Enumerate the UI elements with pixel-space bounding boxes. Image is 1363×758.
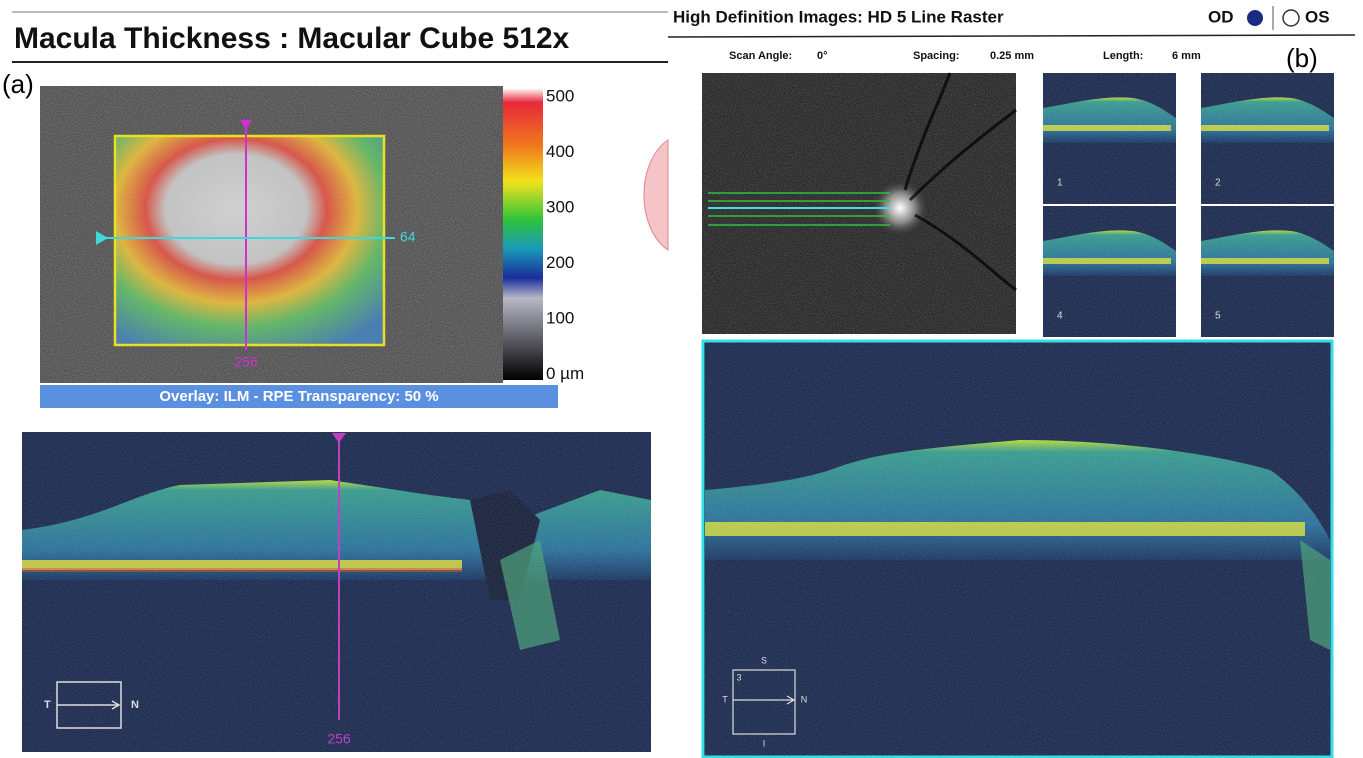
thumbnail-noise: [1043, 206, 1176, 337]
scale-label: 400: [546, 142, 574, 161]
marker-label: 256: [327, 731, 351, 747]
thumbnail-label: 2: [1215, 178, 1221, 189]
scan-line-label: 64: [400, 229, 416, 245]
overlay-text: Overlay: ILM - RPE Transparency: 50 %: [159, 388, 438, 405]
scale-label: 500: [546, 86, 574, 105]
thumbnail-label: 5: [1215, 311, 1221, 322]
thumbnail-label: 4: [1057, 311, 1063, 322]
param-label: Scan Angle:: [729, 50, 792, 62]
scale-label: 200: [546, 253, 574, 272]
rule: [668, 35, 1355, 37]
orientation: 3: [736, 672, 741, 682]
scan-line-label: 256: [234, 354, 258, 370]
orientation: T: [44, 699, 51, 711]
eye-os: OS: [1305, 7, 1330, 26]
thumbnail-noise: [1201, 206, 1334, 337]
panel-label: (b): [1286, 43, 1318, 73]
decoration: [644, 140, 668, 250]
orientation: I: [763, 738, 766, 748]
param-value: 0.25 mm: [990, 50, 1034, 62]
bscan: 256 T N: [22, 432, 651, 752]
orientation: T: [722, 694, 728, 704]
param-value: 6 mm: [1172, 50, 1201, 62]
scale-label: 0 µm: [546, 364, 584, 383]
scale-label: 100: [546, 308, 574, 327]
param-value: 0°: [817, 50, 828, 62]
thumbnail-noise: [1043, 73, 1176, 204]
color-scale: 500 400 300 200 100 0 µm: [546, 86, 584, 383]
title: High Definition Images: HD 5 Line Raster: [673, 7, 1004, 26]
orientation: N: [131, 699, 139, 711]
eye-od: OD: [1208, 7, 1234, 26]
thumbnail-label: 1: [1057, 178, 1063, 189]
thumbnail-noise: [1201, 73, 1334, 204]
title-clip: Macula Thickness : Macular Cube 512x: [14, 22, 570, 55]
fundus: [702, 73, 1016, 334]
color-bar: [503, 88, 543, 380]
scale-label: 300: [546, 197, 574, 216]
title: Macula Thickness : Macular Cube 512x: [14, 22, 570, 55]
thumbnails: 1 2 4 5: [1043, 73, 1334, 337]
param-label: Spacing:: [913, 50, 959, 62]
radio-od[interactable]: [1247, 10, 1263, 26]
figure: Macula Thickness : Macular Cube 512x (a)…: [0, 0, 1363, 758]
orientation: N: [801, 694, 808, 704]
fundus-map: 64 256: [40, 86, 503, 383]
param-label: Length:: [1103, 50, 1143, 62]
panel-label: (a): [2, 69, 34, 99]
bscan-large: S T N I 3: [703, 341, 1332, 757]
orientation: S: [761, 655, 767, 665]
radio-os[interactable]: [1283, 10, 1299, 26]
